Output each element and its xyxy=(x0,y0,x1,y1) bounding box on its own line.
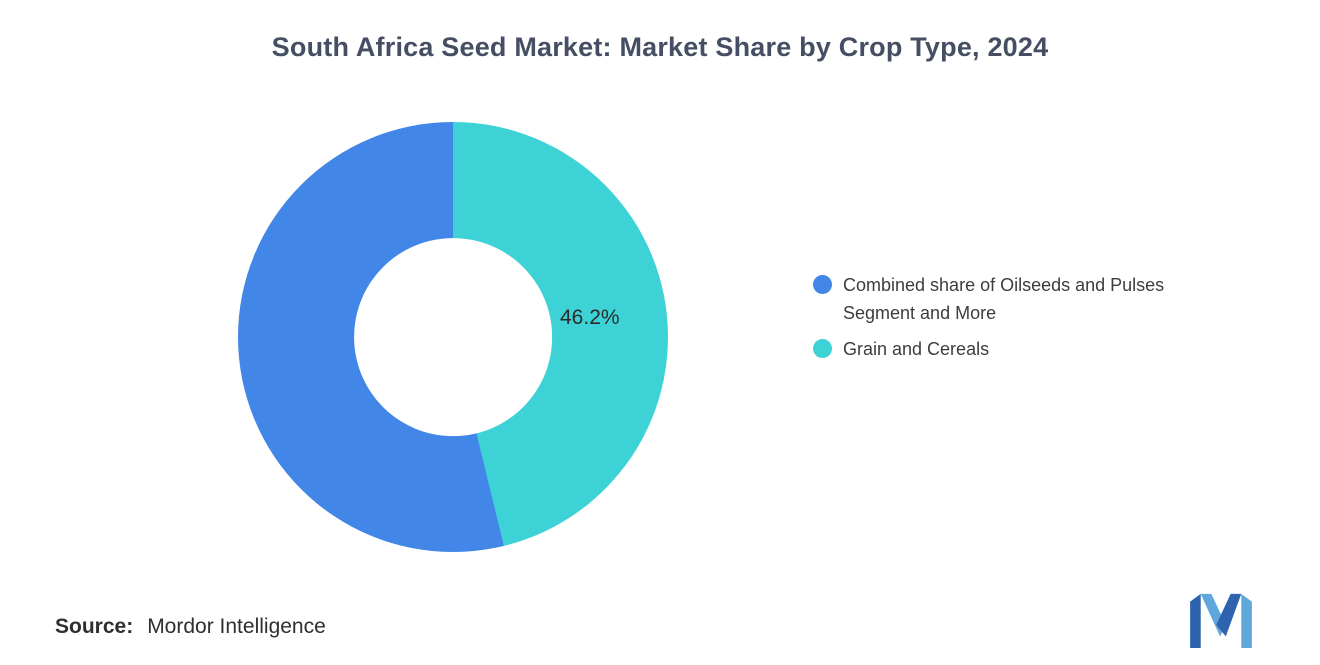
mordor-intelligence-logo xyxy=(1190,593,1252,648)
source-value: Mordor Intelligence xyxy=(147,615,326,638)
legend-item-grain: Grain and Cereals xyxy=(813,335,1193,363)
chart-legend: Combined share of Oilseeds and Pulses Se… xyxy=(813,271,1193,363)
legend-marker-grain xyxy=(813,339,832,358)
donut-chart xyxy=(238,122,668,552)
legend-label-oilseeds: Combined share of Oilseeds and Pulses Se… xyxy=(843,275,1165,323)
donut-hole xyxy=(354,238,552,436)
legend-item-oilseeds: Combined share of Oilseeds and Pulses Se… xyxy=(813,271,1193,327)
slice-data-label: 46.2% xyxy=(560,306,620,329)
chart-title: South Africa Seed Market: Market Share b… xyxy=(271,32,1049,62)
source-label: Source: xyxy=(55,615,134,638)
legend-label-grain: Grain and Cereals xyxy=(843,339,990,359)
source-row: Source: Mordor Intelligence xyxy=(55,615,326,639)
legend-marker-oilseeds xyxy=(813,275,832,294)
